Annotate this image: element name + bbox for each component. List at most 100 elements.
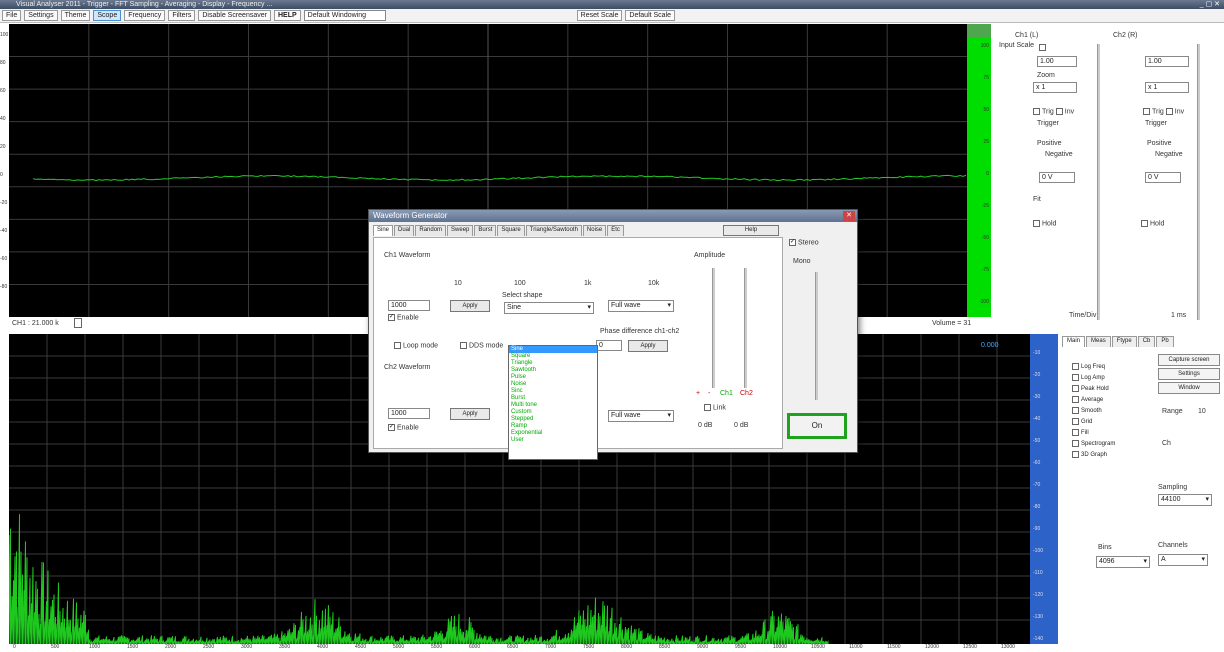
ch1-input-field[interactable]: 1.00 — [1037, 56, 1077, 67]
option-checkbox[interactable] — [1072, 396, 1079, 403]
menu-disable-screensaver[interactable]: Disable Screensaver — [198, 10, 271, 21]
amp-link-checkbox[interactable] — [704, 404, 711, 411]
dialog-title: Waveform Generator — [369, 210, 857, 222]
phase-field[interactable]: 0 — [596, 340, 622, 351]
waveform-option[interactable]: Exponential — [509, 430, 597, 437]
ch2-frequency-field[interactable]: 1000 — [388, 408, 430, 419]
windowing-select[interactable]: Default Windowing — [304, 10, 386, 21]
menu-theme[interactable]: Theme — [61, 10, 91, 21]
ch1-inv-checkbox[interactable] — [1056, 108, 1063, 115]
menu-settings[interactable]: Settings — [24, 10, 57, 21]
option-checkbox[interactable] — [1072, 451, 1079, 458]
waveform-option[interactable]: Multi tone — [509, 402, 597, 409]
default-scale-button[interactable]: Default Scale — [625, 10, 675, 21]
dds-mode-checkbox[interactable] — [460, 342, 467, 349]
ch2-apply-button[interactable]: Apply — [450, 408, 490, 420]
tab-pb[interactable]: Pb — [1156, 336, 1173, 347]
window-controls[interactable]: _ ▢ ✕ — [1200, 0, 1220, 9]
dtab-random[interactable]: Random — [415, 225, 446, 236]
tab-meas[interactable]: Meas — [1086, 336, 1111, 347]
dtab-etc[interactable]: Etc — [607, 225, 624, 236]
dtab-sine[interactable]: Sine — [373, 225, 393, 236]
ch2-hold-checkbox[interactable] — [1141, 220, 1148, 227]
menu-frequency[interactable]: Frequency — [124, 10, 165, 21]
menu-filters[interactable]: Filters — [168, 10, 195, 21]
phase-apply-button[interactable]: Apply — [628, 340, 668, 352]
ch1-hold-checkbox[interactable] — [1033, 220, 1040, 227]
ch1-zoom-field[interactable]: x 1 — [1033, 82, 1077, 93]
menu-scope[interactable]: Scope — [93, 10, 121, 21]
window-button[interactable]: Window — [1158, 382, 1220, 394]
ch2-vertical-slider[interactable] — [1197, 44, 1200, 320]
dtab-triangle[interactable]: Triangle/Sawtooth — [526, 225, 582, 236]
waveform-select[interactable]: Sine — [504, 302, 594, 314]
tab-cb[interactable]: Cb — [1138, 336, 1156, 347]
freq-tick: 2500 — [203, 644, 214, 650]
waveform-option[interactable]: Triangle — [509, 360, 597, 367]
option-checkbox[interactable] — [1072, 418, 1079, 425]
waveform-option[interactable]: User — [509, 437, 597, 444]
menu-help[interactable]: HELP — [274, 10, 301, 21]
waveform-option[interactable]: Sinc — [509, 388, 597, 395]
ch1-enable-checkbox-dlg[interactable] — [388, 314, 395, 321]
dtab-noise[interactable]: Noise — [583, 225, 606, 236]
ch1-frequency-field[interactable]: 1000 — [388, 300, 430, 311]
dtab-sweep[interactable]: Sweep — [447, 225, 473, 236]
waveform-option[interactable]: Sine — [509, 346, 597, 353]
channels-select[interactable]: A — [1158, 554, 1208, 566]
ch2-enable-checkbox-dlg[interactable] — [388, 424, 395, 431]
channel-slider[interactable] — [74, 318, 82, 328]
loop-mode-checkbox[interactable] — [394, 342, 401, 349]
reset-scale-button[interactable]: Reset Scale — [577, 10, 623, 21]
ch2-trig-checkbox[interactable] — [1143, 108, 1150, 115]
ch1-apply-button[interactable]: Apply — [450, 300, 490, 312]
option-checkbox[interactable] — [1072, 374, 1079, 381]
ch2-input-field[interactable]: 1.00 — [1145, 56, 1189, 67]
waveform-option[interactable]: Sawtooth — [509, 367, 597, 374]
freq-tick: 3000 — [241, 644, 252, 650]
stereo-checkbox[interactable] — [789, 239, 796, 246]
tab-ftype[interactable]: Ftype — [1112, 336, 1137, 347]
tab-main[interactable]: Main — [1062, 336, 1085, 347]
ch2-fft-select[interactable]: Full wave — [608, 410, 674, 422]
settings-button[interactable]: Settings — [1158, 368, 1220, 380]
ch1-trig-checkbox[interactable] — [1033, 108, 1040, 115]
scale-100-label: 100 — [514, 280, 526, 287]
dtab-dual[interactable]: Dual — [394, 225, 414, 236]
spectrum-option: Fill — [1072, 428, 1115, 439]
ch1-vertical-slider[interactable] — [1097, 44, 1100, 320]
ch2-amplitude-slider[interactable] — [744, 268, 747, 388]
ch1-enable-checkbox[interactable] — [1039, 44, 1046, 51]
ch1-dc-field[interactable]: 0 V — [1039, 172, 1075, 183]
option-checkbox[interactable] — [1072, 407, 1079, 414]
option-checkbox[interactable] — [1072, 429, 1079, 436]
on-button[interactable]: On — [787, 413, 847, 439]
menu-file[interactable]: File — [2, 10, 21, 21]
ch1-fft-select[interactable]: Full wave — [608, 300, 674, 312]
waveform-option[interactable]: Pulse — [509, 374, 597, 381]
dialog-help-button[interactable]: Help — [723, 225, 779, 236]
option-checkbox[interactable] — [1072, 385, 1079, 392]
waveform-option[interactable]: Custom — [509, 409, 597, 416]
capture-screen-button[interactable]: Capture screen — [1158, 354, 1220, 366]
spectrum-tabs: Main Meas Ftype Cb Pb — [1062, 336, 1174, 347]
waveform-dropdown-list[interactable]: Sine Square Triangle Sawtooth Pulse Noise Sinc… — [508, 345, 598, 460]
option-checkbox[interactable] — [1072, 440, 1079, 447]
ch2-zoom-field[interactable]: x 1 — [1145, 82, 1189, 93]
sampling-select[interactable]: 44100 — [1158, 494, 1212, 506]
option-checkbox[interactable] — [1072, 363, 1079, 370]
ch2-dc-field[interactable]: 0 V — [1145, 172, 1181, 183]
dialog-close-icon[interactable]: ✕ — [843, 211, 855, 221]
waveform-option[interactable]: Noise — [509, 381, 597, 388]
ch1-amplitude-slider[interactable] — [712, 268, 715, 388]
dtab-square[interactable]: Square — [497, 225, 524, 236]
waveform-option[interactable]: Burst — [509, 395, 597, 402]
master-volume-slider[interactable] — [815, 272, 818, 400]
dtab-burst[interactable]: Burst — [474, 225, 496, 236]
ch1-time-label: Time/Div — [1069, 312, 1096, 319]
ch2-inv-checkbox[interactable] — [1166, 108, 1173, 115]
waveform-option[interactable]: Square — [509, 353, 597, 360]
waveform-option[interactable]: Ramp — [509, 423, 597, 430]
waveform-option[interactable]: Stepped — [509, 416, 597, 423]
bins-select[interactable]: 4096 — [1096, 556, 1150, 568]
